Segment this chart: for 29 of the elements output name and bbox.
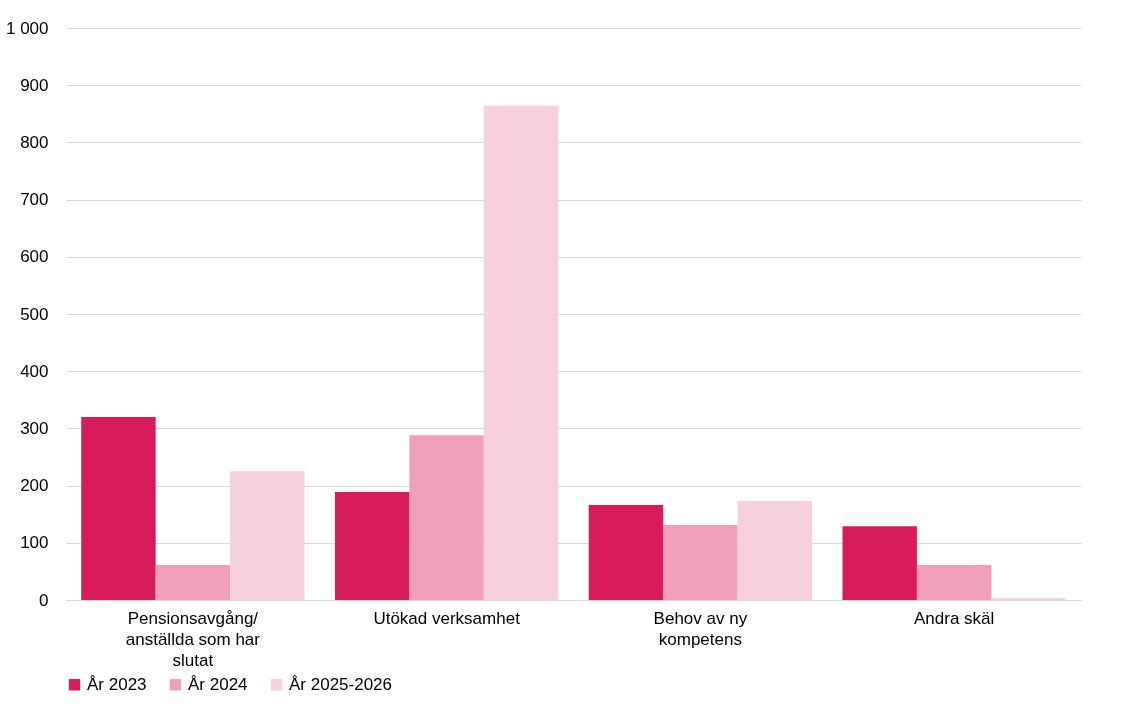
bar (409, 435, 484, 600)
bar (842, 526, 917, 600)
bar (588, 505, 664, 600)
bar (155, 565, 231, 600)
bar (81, 416, 156, 600)
y-tick-label: 600 (20, 247, 49, 267)
y-tick-label: 700 (20, 190, 49, 210)
x-tick-label: Pensionsavgång/ anställda som har slutat (125, 608, 261, 670)
y-tick-label: 900 (20, 75, 49, 95)
bar (916, 565, 992, 600)
y-tick-label: 400 (20, 361, 49, 381)
y-tick-label: 1 000 (5, 18, 49, 38)
y-tick-label: 0 (39, 590, 49, 610)
y-tick-label: 800 (20, 132, 49, 152)
x-tick-label: Behov av ny kompetens (653, 608, 748, 649)
bar (737, 501, 813, 600)
bar (230, 471, 305, 600)
x-tick-label: Utökad verksamhet (373, 608, 521, 628)
y-tick-label: 300 (20, 418, 49, 438)
legend-label: År 2023 (87, 674, 147, 694)
legend-label: År 2024 (188, 674, 248, 694)
x-tick-label: Andra skäl (913, 608, 995, 628)
y-tick-label: 500 (20, 304, 49, 324)
y-tick-label: 100 (20, 533, 49, 553)
legend-label: År 2025-2026 (289, 674, 393, 694)
bar (483, 105, 559, 600)
y-tick-label: 200 (20, 476, 49, 496)
bar (663, 525, 738, 600)
bar (334, 491, 410, 600)
